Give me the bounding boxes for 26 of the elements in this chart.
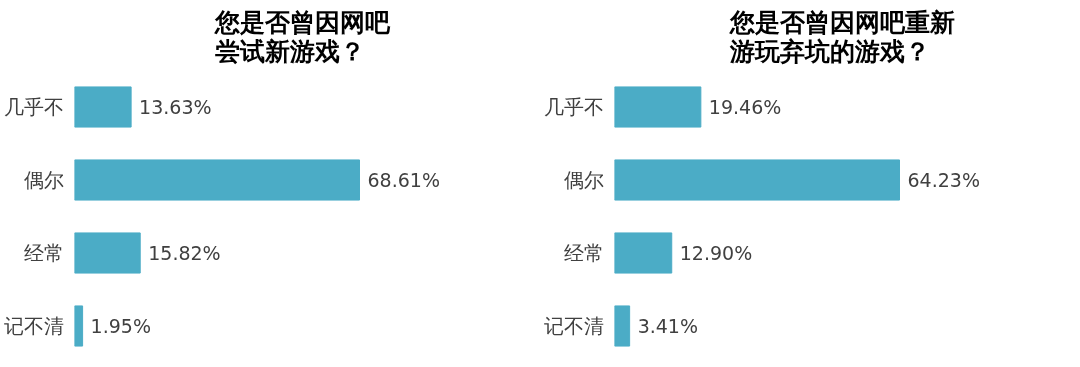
y-tick-label: 记不清 [543,314,604,338]
data-label: 15.82% [148,242,221,264]
data-label: 3.41% [637,315,698,337]
y-tick-label: 偶尔 [563,168,604,192]
data-label: 1.95% [90,315,151,337]
chart-title: 您是否曾因网吧重新游玩弃坑的游戏？ [729,7,955,66]
y-tick-label: 偶尔 [23,168,64,192]
chart-title: 您是否曾因网吧尝试新游戏？ [214,7,391,66]
y-tick-label: 经常 [563,241,604,265]
bar [74,305,84,347]
bar [74,159,360,201]
bar [74,86,132,128]
y-tick-label: 几乎不 [3,95,64,119]
data-label: 19.46% [708,96,782,118]
y-tick-label: 几乎不 [543,95,604,119]
y-tick-label: 经常 [23,241,64,265]
data-label: 68.61% [367,169,440,191]
bar [614,305,631,347]
data-label: 12.90% [679,242,753,264]
bar [614,159,900,201]
bar [614,86,702,128]
data-label: 13.63% [139,96,212,118]
bar [74,232,141,274]
bar [614,232,673,274]
data-label: 64.23% [907,169,980,191]
y-tick-label: 记不清 [3,314,64,338]
